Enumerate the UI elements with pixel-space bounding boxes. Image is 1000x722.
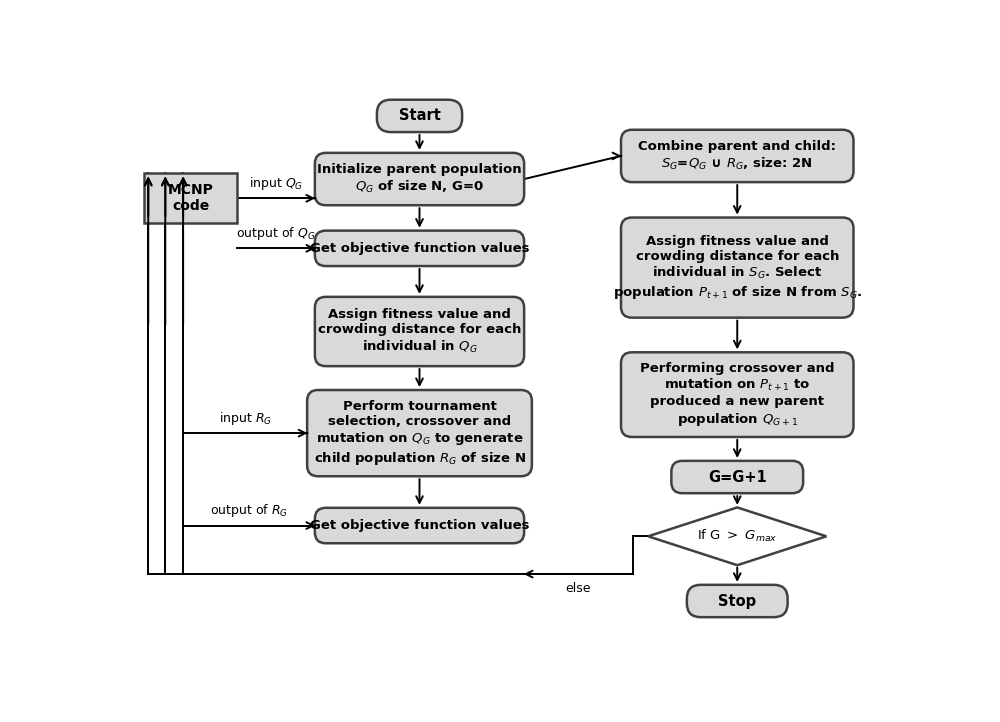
- Text: Assign fitness value and
crowding distance for each
individual in $Q_G$: Assign fitness value and crowding distan…: [318, 308, 521, 355]
- FancyBboxPatch shape: [144, 173, 237, 223]
- FancyBboxPatch shape: [315, 230, 524, 266]
- FancyBboxPatch shape: [315, 297, 524, 366]
- FancyBboxPatch shape: [687, 585, 788, 617]
- Text: Perform tournament
selection, crossover and
mutation on $Q_G$ to generate
child : Perform tournament selection, crossover …: [314, 400, 525, 466]
- Text: MCNP
code: MCNP code: [168, 183, 214, 214]
- Text: output of $Q_G$: output of $Q_G$: [236, 225, 316, 242]
- FancyBboxPatch shape: [621, 217, 854, 318]
- Text: Combine parent and child:
$S_G$=$Q_G$ ∪ $R_G$, size: 2N: Combine parent and child: $S_G$=$Q_G$ ∪ …: [638, 140, 836, 172]
- FancyBboxPatch shape: [307, 390, 532, 477]
- Text: Get objective function values: Get objective function values: [310, 519, 529, 532]
- Text: G=G+1: G=G+1: [708, 469, 767, 484]
- Text: output of $R_G$: output of $R_G$: [210, 503, 288, 519]
- Text: Get objective function values: Get objective function values: [310, 242, 529, 255]
- Text: input $Q_G$: input $Q_G$: [249, 175, 303, 192]
- FancyBboxPatch shape: [621, 130, 854, 182]
- Text: Initialize parent population
$Q_G$ of size N, G=0: Initialize parent population $Q_G$ of si…: [317, 163, 522, 195]
- Text: Assign fitness value and
crowding distance for each
individual in $S_G$. Select
: Assign fitness value and crowding distan…: [613, 235, 862, 300]
- FancyBboxPatch shape: [671, 461, 803, 493]
- Text: Performing crossover and
mutation on $P_{t+1}$ to
produced a new parent
populati: Performing crossover and mutation on $P_…: [640, 362, 834, 427]
- Polygon shape: [648, 508, 826, 565]
- Text: If G $>$ $G_{max}$: If G $>$ $G_{max}$: [697, 529, 777, 544]
- FancyBboxPatch shape: [621, 352, 854, 437]
- FancyBboxPatch shape: [315, 508, 524, 543]
- FancyBboxPatch shape: [377, 100, 462, 132]
- Text: Start: Start: [399, 108, 440, 123]
- FancyBboxPatch shape: [315, 153, 524, 205]
- Text: input $R_G$: input $R_G$: [219, 410, 272, 427]
- Text: else: else: [566, 582, 591, 595]
- Text: Stop: Stop: [718, 593, 756, 609]
